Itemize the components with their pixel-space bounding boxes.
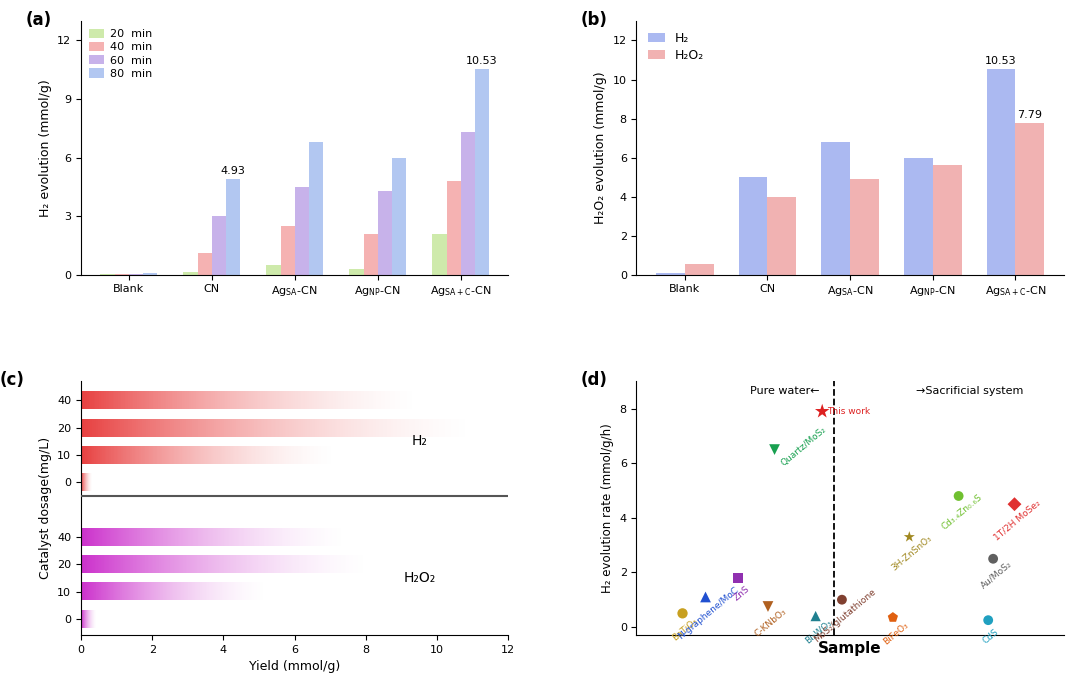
Bar: [933, 165, 961, 275]
Text: H₂: H₂: [411, 434, 428, 448]
Text: 3H-ZnSnO₃: 3H-ZnSnO₃: [890, 533, 934, 572]
Bar: [309, 142, 323, 275]
Text: 4.93: 4.93: [220, 165, 245, 176]
Point: [813, 406, 831, 417]
Text: (d): (d): [581, 371, 608, 389]
Bar: [461, 132, 475, 275]
Bar: [904, 158, 933, 275]
Bar: [281, 226, 295, 275]
Point: [980, 614, 997, 625]
Text: (b): (b): [581, 10, 608, 29]
Text: Quartz/MoS₂: Quartz/MoS₂: [780, 424, 828, 468]
Bar: [986, 69, 1015, 275]
Point: [1005, 498, 1023, 510]
Text: ZnS: ZnS: [731, 584, 751, 602]
Legend: 20  min, 40  min, 60  min, 80  min: 20 min, 40 min, 60 min, 80 min: [86, 27, 154, 81]
Bar: [432, 234, 446, 275]
Y-axis label: H₂ evolution (mmol/g): H₂ evolution (mmol/g): [39, 79, 52, 216]
Point: [759, 601, 777, 612]
Text: Cd₃.₄Zn₀.₆S: Cd₃.₄Zn₀.₆S: [940, 492, 984, 531]
Bar: [446, 181, 461, 275]
Bar: [821, 142, 850, 275]
Text: Pure water←: Pure water←: [750, 386, 820, 396]
Text: BiFeO₃: BiFeO₃: [881, 621, 910, 646]
Point: [985, 554, 1002, 565]
Point: [901, 531, 918, 542]
Bar: [129, 274, 143, 275]
Bar: [364, 234, 378, 275]
Text: This work: This work: [827, 407, 870, 416]
Bar: [656, 273, 685, 275]
Text: CdS: CdS: [982, 627, 1001, 645]
Text: →Sacrificial system: →Sacrificial system: [916, 386, 1023, 396]
Point: [807, 611, 824, 622]
Bar: [267, 265, 281, 275]
Bar: [739, 177, 768, 275]
X-axis label: Yield (mmol/g): Yield (mmol/g): [249, 660, 340, 674]
Point: [834, 594, 851, 605]
Text: 10.53: 10.53: [465, 57, 498, 66]
Bar: [143, 273, 157, 275]
Bar: [685, 264, 714, 275]
Text: 7.79: 7.79: [1017, 110, 1042, 120]
Text: H₂O₂: H₂O₂: [403, 571, 435, 585]
X-axis label: Sample: Sample: [819, 641, 882, 655]
Bar: [1015, 123, 1044, 275]
Bar: [378, 191, 392, 275]
Point: [697, 591, 714, 602]
Bar: [850, 179, 879, 275]
Bar: [350, 269, 364, 275]
Point: [885, 612, 902, 623]
Point: [674, 608, 691, 619]
Bar: [184, 272, 198, 275]
Legend: H₂, H₂O₂: H₂, H₂O₂: [643, 27, 710, 67]
Text: 1T/2H MoSe₂: 1T/2H MoSe₂: [993, 498, 1042, 542]
Bar: [212, 216, 226, 275]
Bar: [392, 158, 406, 275]
Point: [950, 491, 968, 502]
Text: C-KNbO₃: C-KNbO₃: [753, 607, 788, 638]
Y-axis label: H₂O₂ evolution (mmol/g): H₂O₂ evolution (mmol/g): [594, 71, 607, 224]
Y-axis label: Catalyst dosage(mg/L): Catalyst dosage(mg/L): [39, 437, 52, 579]
Text: (a): (a): [26, 10, 52, 29]
Bar: [226, 179, 240, 275]
Text: BaTiO₃: BaTiO₃: [671, 616, 700, 642]
Text: Bi₂WO₃: Bi₂WO₃: [804, 618, 834, 646]
Text: N-graphene/MoC: N-graphene/MoC: [676, 585, 741, 641]
Y-axis label: H₂ evolution rate (mmol/g/h): H₂ evolution rate (mmol/g/h): [602, 424, 615, 593]
Point: [766, 444, 783, 455]
Text: 10.53: 10.53: [985, 57, 1016, 66]
Text: (c): (c): [0, 371, 25, 389]
Point: [730, 572, 747, 584]
Text: MoS₂/glutathione: MoS₂/glutathione: [812, 587, 877, 644]
Bar: [475, 69, 489, 275]
Text: Au/MoS₂: Au/MoS₂: [978, 559, 1013, 590]
Bar: [198, 253, 212, 275]
Bar: [295, 187, 309, 275]
Bar: [768, 197, 796, 275]
